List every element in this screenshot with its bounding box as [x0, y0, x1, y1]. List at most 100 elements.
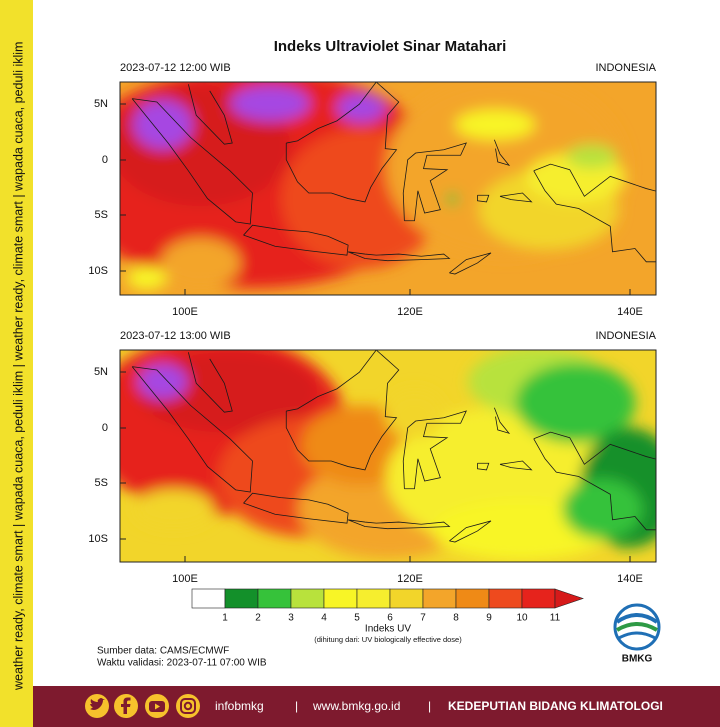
- coastline: [494, 139, 511, 166]
- uv-field: [120, 350, 656, 562]
- coastline: [243, 492, 349, 524]
- lat-label: 5S: [95, 209, 108, 221]
- bmkg-logo: BMKG: [613, 603, 661, 665]
- colorbar-tick-label: 7: [420, 613, 426, 624]
- colorbar-box: [224, 588, 259, 609]
- colorbar-box: [455, 588, 490, 609]
- social-icons: [85, 694, 200, 718]
- lat-label: 10S: [88, 533, 108, 545]
- coastline: [347, 519, 451, 530]
- coastline: [477, 194, 490, 203]
- lon-label: 100E: [172, 573, 198, 585]
- source-text: Sumber data: CAMS/ECMWF: [97, 646, 229, 657]
- uv-region: [446, 193, 459, 206]
- lat-label: 5N: [94, 366, 108, 378]
- colorbar-box: [521, 588, 556, 609]
- uv-region: [562, 479, 643, 539]
- logo-text: BMKG: [622, 654, 653, 665]
- colorbar-box: [290, 588, 325, 609]
- lat-label: 0: [102, 154, 108, 166]
- lat-label: 0: [102, 422, 108, 434]
- uv-region: [230, 85, 311, 122]
- coastline: [449, 252, 492, 275]
- map-frame: [119, 349, 657, 563]
- side-strip: [0, 0, 33, 727]
- side-banner: weather ready, climate smart | wapada cu…: [11, 42, 25, 691]
- coastline: [533, 163, 656, 263]
- lat-label: 5S: [95, 477, 108, 489]
- uv-map: 2023-07-12 12:00 WIB INDONESIA 5N 0 5S 10S 100…: [88, 62, 657, 318]
- uv-region: [126, 265, 167, 290]
- uv-region: [160, 238, 241, 289]
- coastline: [402, 142, 467, 222]
- map-region: INDONESIA: [595, 330, 656, 342]
- coastline: [499, 460, 533, 471]
- footer-separator: |: [428, 699, 431, 713]
- coastline: [477, 462, 490, 471]
- lon-label: 120E: [397, 306, 423, 318]
- colorbar-box: [191, 588, 226, 609]
- coastline: [449, 520, 492, 543]
- validation-text: Waktu validasi: 2023-07-11 07:00 WIB: [97, 658, 267, 669]
- coastline: [347, 251, 451, 262]
- colorbar-tick-label: 4: [321, 613, 327, 624]
- colorbar-label: Indeks UV: [365, 624, 411, 635]
- coastline: [243, 224, 349, 256]
- colorbar-tick-label: 9: [486, 613, 492, 624]
- uv-region: [515, 363, 636, 443]
- instagram-icon[interactable]: [176, 694, 200, 718]
- coastline: [187, 84, 233, 145]
- map-time: 2023-07-12 12:00 WIB: [120, 62, 231, 74]
- coastline: [285, 350, 400, 471]
- colorbar-box: [257, 588, 292, 609]
- map-region: INDONESIA: [595, 62, 656, 74]
- colorbar-tick-label: 10: [516, 613, 528, 624]
- coastline: [131, 366, 253, 493]
- lon-label: 100E: [172, 306, 198, 318]
- colorbar-box: [389, 588, 424, 609]
- uv-region: [455, 109, 536, 140]
- colorbar-tick-label: 2: [255, 613, 261, 624]
- uv-field: [120, 82, 656, 295]
- footer-url[interactable]: www.bmkg.go.id: [312, 699, 400, 713]
- colorbar-tick-label: 3: [288, 613, 294, 624]
- map-frame: [119, 81, 657, 296]
- coastline: [402, 410, 467, 490]
- colorbar-note: (dihitung dari: UV biologically effectiv…: [314, 635, 462, 644]
- colorbar-tick-label: 8: [453, 613, 459, 624]
- colorbar-box: [356, 588, 391, 609]
- uv-region: [132, 99, 193, 150]
- colorbar-box: [323, 588, 358, 609]
- footer-handle[interactable]: infobmkg: [215, 699, 264, 713]
- footer-unit: KEDEPUTIAN BIDANG KLIMATOLOGI: [448, 699, 663, 713]
- colorbar-tick-label: 6: [387, 613, 393, 624]
- coastline: [533, 431, 656, 531]
- colorbar-box: [488, 588, 523, 609]
- colorbar: 1 2 3 4 5 6 7 8 9 10 11 Indeks UV(dihitung dari: UV…: [191, 588, 584, 644]
- lon-label: 120E: [397, 573, 423, 585]
- colorbar-tick-label: 5: [354, 613, 360, 624]
- colorbar-tick-label: 11: [550, 613, 561, 624]
- uv-region: [566, 144, 617, 169]
- coastline: [494, 407, 511, 434]
- uv-region: [384, 388, 445, 439]
- lat-label: 10S: [88, 265, 108, 277]
- coastline: [187, 352, 233, 413]
- colorbar-extension: [554, 588, 584, 609]
- footer-separator: |: [295, 699, 298, 713]
- lon-label: 140E: [617, 573, 643, 585]
- coastline: [131, 98, 253, 225]
- uv-region: [137, 363, 188, 400]
- lon-label: 140E: [617, 306, 643, 318]
- lat-label: 5N: [94, 98, 108, 110]
- map-time: 2023-07-12 13:00 WIB: [120, 330, 231, 342]
- uv-region: [133, 489, 214, 529]
- maps: 2023-07-12 12:00 WIB INDONESIA 5N 0 5S 10S 100…: [88, 62, 657, 585]
- coastline: [499, 192, 533, 203]
- title: Indeks Ultraviolet Sinar Matahari: [274, 38, 507, 55]
- field-blobs: [120, 82, 626, 290]
- coastline: [285, 82, 400, 203]
- uv-region: [336, 92, 387, 123]
